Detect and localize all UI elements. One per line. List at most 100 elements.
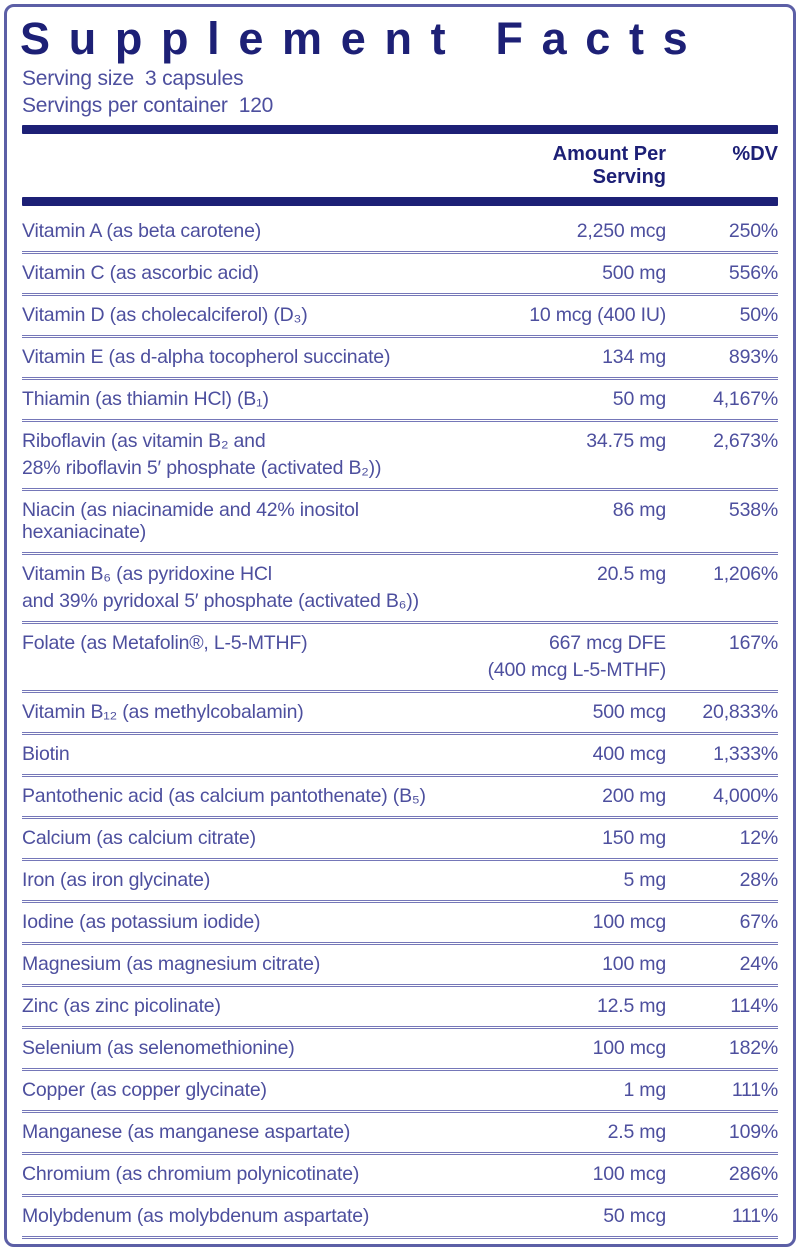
dv-column-header: %DV	[732, 142, 778, 165]
nutrient-name: Iodine (as potassium iodide)	[22, 910, 261, 933]
nutrient-amount: 2,250 mcg	[576, 219, 666, 242]
nutrient-amount: 5 mg	[623, 868, 666, 891]
nutrient-row: Iron (as iron glycinate) 5 mg 28%	[22, 857, 779, 900]
nutrient-row: Zinc (as zinc picolinate) 12.5 mg 114%	[22, 983, 778, 1026]
nutrient-row: Vitamin B₁₂ (as methylcobalamin) 500 mcg 2…	[22, 689, 778, 732]
nutrient-dv: 538%	[728, 498, 778, 521]
nutrient-amount: 500 mcg	[592, 700, 667, 723]
nutrient-name: Vitamin A (as beta carotene)	[22, 219, 262, 242]
nutrient-name: Calcium (as calcium citrate)	[22, 826, 256, 849]
serving-size-label: Serving size	[22, 66, 134, 90]
nutrient-row: Vitamin E (as d-alpha tocopherol succina…	[22, 334, 778, 377]
nutrient-dv: 4,000%	[713, 784, 778, 807]
nutrient-dv: 24%	[739, 952, 779, 975]
nutrient-amount: 100 mcg	[592, 1162, 667, 1185]
servings-per-container-value: 120	[238, 93, 274, 117]
nutrient-name: Biotin	[22, 742, 70, 765]
nutrient-row: Pantothenic acid (as calcium pantothenat…	[22, 773, 778, 816]
nutrient-name: Chromium (as chromium polynicotinate)	[22, 1162, 360, 1185]
nutrient-name: Niacin (as niacinamide and 42% inositol …	[22, 498, 359, 543]
thick-divider	[22, 124, 778, 134]
nutrient-name: Riboflavin (as vitamin B₂ and	[22, 429, 266, 452]
nutrient-amount: 667 mcg DFE	[548, 631, 666, 654]
nutrient-dv: 109%	[728, 1120, 778, 1143]
nutrient-row: Vitamin A (as beta carotene) 2,250 mcg 250…	[22, 212, 778, 251]
nutrient-amount: 500 mg	[602, 261, 666, 284]
nutrient-name-line2: 28% riboflavin 5′ phosphate (activated B…	[22, 456, 382, 479]
nutrient-dv: 893%	[728, 345, 778, 368]
supplement-facts-panel: Supplement Facts Serving size 3 capsules …	[4, 4, 796, 1247]
nutrient-dv: 1,206%	[713, 562, 778, 585]
serving-size-line: Serving size 3 capsules	[22, 65, 778, 92]
nutrient-dv: 114%	[730, 994, 778, 1017]
nutrient-dv: 2,673%	[713, 429, 778, 452]
nutrient-name: Copper (as copper glycinate)	[22, 1078, 267, 1101]
nutrient-row: Potassium (as potassium aspartate)49.5 m…	[22, 1235, 778, 1244]
servings-per-container-line: Servings per container 120	[22, 92, 778, 119]
column-header-row: Amount Per Serving %DV	[22, 140, 778, 191]
nutrient-dv: 111%	[731, 1078, 778, 1101]
nutrient-name: Zinc (as zinc picolinate)	[22, 994, 221, 1017]
nutrient-name: Molybdenum (as molybdenum aspartate)	[22, 1204, 370, 1227]
nutrient-name: Vitamin C (as ascorbic acid)	[22, 261, 259, 284]
nutrient-rows: Vitamin A (as beta carotene) 2,250 mcg 250…	[22, 212, 779, 1244]
nutrient-dv: 250%	[728, 219, 778, 242]
nutrient-name: Folate (as Metafolin®, L-5-MTHF)	[22, 631, 308, 654]
nutrient-amount: 100 mg	[602, 952, 666, 975]
servings-per-container-label: Servings per container	[22, 93, 228, 117]
thick-divider	[22, 196, 778, 206]
nutrient-amount: 20.5 mg	[596, 562, 666, 585]
nutrient-name: Pantothenic acid (as calcium pantothenat…	[22, 784, 426, 807]
nutrient-name: Magnesium (as magnesium citrate)	[22, 952, 321, 975]
nutrient-row: Manganese (as manganese aspartate) 2.5 mg…	[22, 1109, 778, 1152]
nutrient-amount: 50 mcg	[603, 1204, 666, 1227]
nutrient-row: Niacin (as niacinamide and 42% inositol …	[22, 487, 778, 552]
nutrient-dv: 556%	[728, 261, 778, 284]
nutrient-amount: 10 mcg (400 IU)	[529, 303, 666, 326]
nutrient-dv: 28%	[739, 868, 779, 891]
nutrient-amount: 134 mg	[602, 345, 666, 368]
serving-size-value: 3 capsules	[144, 66, 244, 90]
nutrient-row: Riboflavin (as vitamin B₂ and 34.75 mg 2,6…	[22, 418, 778, 488]
nutrient-row: Iodine (as potassium iodide) 100 mcg 67%	[22, 899, 779, 942]
nutrient-name: Thiamin (as thiamin HCl) (B₁)	[22, 387, 269, 410]
nutrient-row: Thiamin (as thiamin HCl) (B₁) 50 mg 4,167%	[22, 376, 778, 419]
nutrient-dv: 111%	[731, 1204, 778, 1227]
nutrient-name: Vitamin E (as d-alpha tocopherol succina…	[22, 345, 391, 368]
nutrient-dv: 20,833%	[702, 700, 778, 723]
nutrient-row: Chromium (as chromium polynicotinate) 100…	[22, 1151, 778, 1194]
nutrient-dv: 1,333%	[713, 742, 778, 765]
nutrient-dv: 50%	[739, 303, 779, 326]
nutrient-dv: 67%	[739, 910, 779, 933]
nutrient-name: Vitamin B₆ (as pyridoxine HCl	[22, 562, 272, 585]
nutrient-row: Folate (as Metafolin®, L-5-MTHF) 667 mcg …	[22, 620, 778, 690]
nutrient-name: Manganese (as manganese aspartate)	[22, 1120, 351, 1143]
nutrient-row: Selenium (as selenomethionine) 100 mcg 182…	[22, 1025, 778, 1068]
panel-title: Supplement Facts	[20, 13, 707, 64]
nutrient-amount: 2.5 mg	[607, 1120, 667, 1143]
nutrient-amount: 150 mg	[602, 826, 666, 849]
nutrient-row: Vitamin D (as cholecalciferol) (D₃) 10 mc…	[22, 292, 779, 335]
nutrient-row: Vitamin C (as ascorbic acid) 500 mg 556%	[22, 250, 778, 293]
nutrient-dv: 182%	[728, 1036, 778, 1059]
nutrient-row: Calcium (as calcium citrate) 150 mg 12%	[22, 815, 779, 858]
nutrient-name: Vitamin B₁₂ (as methylcobalamin)	[22, 700, 304, 723]
nutrient-name: Selenium (as selenomethionine)	[22, 1036, 295, 1059]
nutrient-amount: 100 mcg	[592, 910, 667, 933]
nutrient-amount: 12.5 mg	[596, 994, 666, 1017]
nutrient-row: Molybdenum (as molybdenum aspartate) 50 m…	[22, 1193, 778, 1236]
nutrient-amount: 34.75 mg	[586, 429, 666, 452]
nutrient-row: Copper (as copper glycinate) 1 mg 111%	[22, 1067, 778, 1110]
nutrient-amount-line2: (400 mcg L-5-MTHF)	[487, 658, 667, 681]
amount-column-header: Amount Per Serving	[552, 142, 666, 188]
nutrient-row: Biotin 400 mcg 1,333%	[22, 731, 778, 774]
nutrient-dv: 167%	[728, 631, 778, 654]
nutrient-amount: 86 mg	[612, 498, 666, 521]
nutrient-name-line2: and 39% pyridoxal 5′ phosphate (activate…	[22, 589, 419, 612]
nutrient-amount: 100 mcg	[592, 1036, 667, 1059]
nutrient-amount: 1 mg	[623, 1078, 666, 1101]
nutrient-dv: 4,167%	[713, 387, 778, 410]
nutrient-dv: 12%	[739, 826, 779, 849]
nutrient-amount: 200 mg	[602, 784, 666, 807]
nutrient-name: Vitamin D (as cholecalciferol) (D₃)	[22, 303, 308, 326]
